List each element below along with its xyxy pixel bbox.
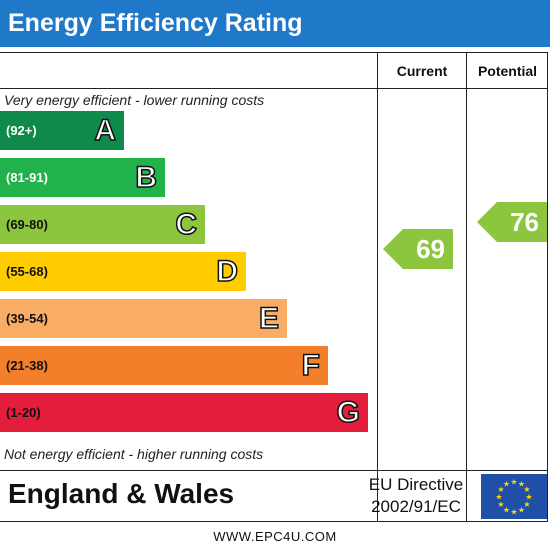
eu-star-icon: ★: [497, 500, 504, 509]
eu-star-icon: ★: [510, 478, 517, 487]
band-b: (81-91) B: [0, 158, 165, 197]
eu-star-icon: ★: [495, 493, 502, 502]
header-row-divider: [0, 88, 548, 89]
band-range-label: (69-80): [6, 217, 48, 232]
band-letter: G: [336, 395, 361, 430]
band-a: (92+) A: [0, 111, 124, 150]
eu-flag-icon: ★ ★ ★ ★ ★ ★ ★ ★ ★ ★ ★ ★: [481, 474, 547, 519]
band-range-label: (81-91): [6, 170, 48, 185]
eu-star-icon: ★: [525, 493, 532, 502]
potential-rating-value: 76: [510, 206, 539, 237]
current-column-divider: [377, 52, 378, 522]
chart-title: Energy Efficiency Rating: [0, 0, 550, 47]
current-column-header: Current: [396, 63, 448, 79]
band-range-label: (21-38): [6, 358, 48, 373]
eu-star-icon: ★: [503, 480, 510, 489]
top-note: Very energy efficient - lower running co…: [4, 92, 265, 108]
eu-star-icon: ★: [503, 506, 510, 515]
band-letter: A: [94, 113, 117, 148]
directive-line-2: 2002/91/EC: [371, 497, 461, 516]
band-letter: F: [301, 348, 321, 383]
eu-star-icon: ★: [510, 508, 517, 517]
band-letter: B: [135, 160, 158, 195]
band-c: (69-80) C: [0, 205, 205, 244]
eu-star-icon: ★: [518, 480, 525, 489]
band-g: (1-20) G: [0, 393, 368, 432]
directive-line-1: EU Directive: [368, 475, 464, 494]
potential-column-divider: [466, 52, 467, 522]
band-letter: D: [216, 254, 239, 289]
current-rating-value: 69: [416, 233, 445, 264]
rating-table-frame: [0, 52, 548, 522]
region-label: England & Wales: [8, 478, 235, 509]
potential-column-header: Potential: [477, 63, 538, 79]
eu-star-icon: ★: [523, 485, 530, 494]
eu-star-icon: ★: [518, 506, 525, 515]
band-letter: C: [175, 207, 198, 242]
footer-row-divider: [0, 470, 548, 471]
band-range-label: (92+): [6, 123, 37, 138]
band-range-label: (1-20): [6, 405, 41, 420]
bottom-note: Not energy efficient - higher running co…: [4, 446, 264, 462]
website-footer: WWW.EPC4U.COM: [213, 529, 337, 544]
eu-star-icon: ★: [523, 500, 530, 509]
band-range-label: (55-68): [6, 264, 48, 279]
band-d: (55-68) D: [0, 252, 246, 291]
band-e: (39-54) E: [0, 299, 287, 338]
eu-directive: EU Directive 2002/91/EC: [360, 474, 472, 518]
band-range-label: (39-54): [6, 311, 48, 326]
eu-star-icon: ★: [497, 485, 504, 494]
band-letter: E: [258, 301, 280, 336]
band-f: (21-38) F: [0, 346, 328, 385]
